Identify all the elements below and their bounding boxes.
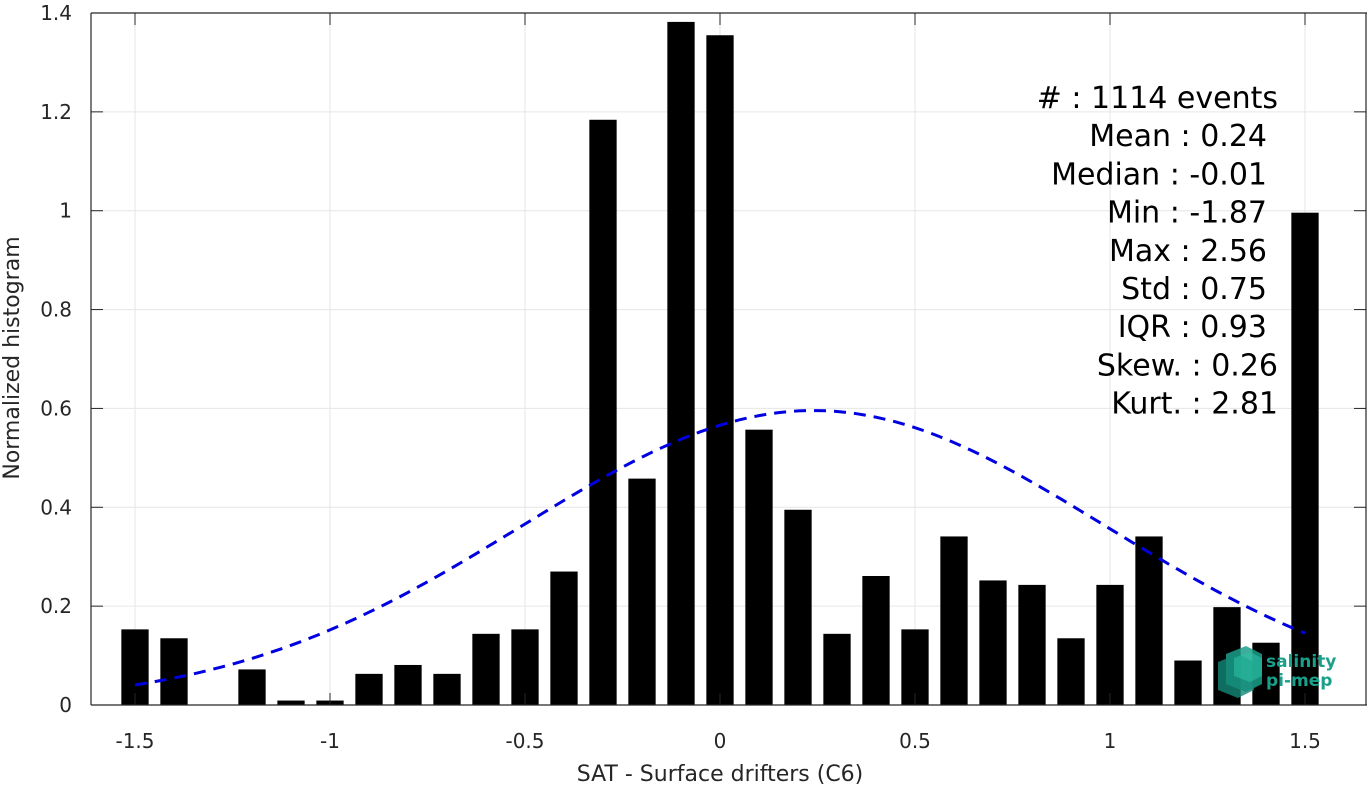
x-tick-label: -0.5: [505, 729, 544, 753]
histogram-bar: [238, 669, 266, 705]
y-axis-label: Normalized histogram: [0, 236, 25, 479]
stat-line: Skew. : 0.26: [1097, 348, 1278, 383]
salinity-pi-mep-logo: salinity pi-mep: [1218, 646, 1336, 698]
y-tick-label: 0.6: [40, 396, 72, 420]
x-tick-label: -1: [320, 729, 340, 753]
plot-frame: [90, 12, 1367, 706]
histogram-bar: [667, 21, 695, 705]
histogram-bar: [862, 575, 890, 705]
y-tick-label: 1: [59, 199, 72, 223]
histogram-bar: [589, 119, 617, 705]
histogram-bar: [277, 700, 305, 705]
histogram-bar: [784, 509, 812, 705]
histogram-bar: [121, 629, 149, 705]
y-axis-ticks: 0 0.2 0.4 0.6 0.8 1 1.2 1.4: [40, 1, 1366, 717]
logo-text-salinity: salinity: [1266, 652, 1336, 672]
histogram-bar: [1174, 660, 1202, 705]
y-tick-label: 1.4: [40, 1, 72, 25]
stat-line: Median : -0.01: [1051, 157, 1267, 192]
stat-line: Min : -1.87: [1107, 196, 1267, 231]
normal-fit-curve: [134, 409, 1306, 687]
histogram-bar: [472, 633, 500, 705]
x-tick-label: 0: [714, 729, 727, 753]
histogram-bar: [511, 629, 539, 705]
stat-line: Std : 0.75: [1121, 272, 1267, 307]
histogram-bar: [1135, 536, 1163, 705]
histogram-bars: [121, 21, 1319, 706]
x-axis-label: SAT - Surface drifters (C6): [577, 762, 864, 785]
stat-line: Kurt. : 2.81: [1111, 387, 1278, 422]
x-tick-label: -1.5: [115, 729, 154, 753]
x-tick-label: 1.5: [1289, 729, 1321, 753]
histogram-bar: [940, 536, 968, 705]
histogram-bar: [1018, 584, 1046, 705]
y-tick-label: 0: [59, 693, 72, 717]
stat-line: # : 1114 events: [1037, 81, 1278, 116]
stat-line: Max : 2.56: [1109, 234, 1267, 269]
stat-line: IQR : 0.93: [1118, 310, 1267, 345]
histogram-bar: [706, 35, 734, 705]
stat-line: Mean : 0.24: [1089, 119, 1267, 154]
histogram-bar: [823, 633, 851, 705]
histogram-bar: [628, 478, 656, 705]
logo-text-pi-mep: pi-mep: [1266, 671, 1332, 691]
histogram-bar: [745, 429, 773, 705]
cube-icon: [1218, 646, 1262, 698]
x-axis-ticks: -1.5 -1 -0.5 0 0.5 1 1.5: [115, 13, 1321, 753]
histogram-bar: [1057, 638, 1085, 705]
histogram-bar: [433, 673, 461, 705]
y-tick-label: 0.8: [40, 298, 72, 322]
y-tick-label: 1.2: [40, 100, 72, 124]
histogram-bar: [901, 629, 929, 705]
histogram-bar: [355, 673, 383, 705]
y-tick-label: 0.4: [40, 495, 72, 519]
y-tick-label: 0.2: [40, 594, 72, 618]
histogram-bar: [550, 571, 578, 705]
histogram-bar: [160, 638, 188, 705]
x-tick-label: 0.5: [899, 729, 931, 753]
histogram-bar: [394, 664, 422, 705]
histogram-bar: [979, 580, 1007, 705]
histogram-bar: [1096, 584, 1124, 705]
histogram-bar: [1291, 212, 1319, 706]
x-tick-label: 1: [1104, 729, 1117, 753]
